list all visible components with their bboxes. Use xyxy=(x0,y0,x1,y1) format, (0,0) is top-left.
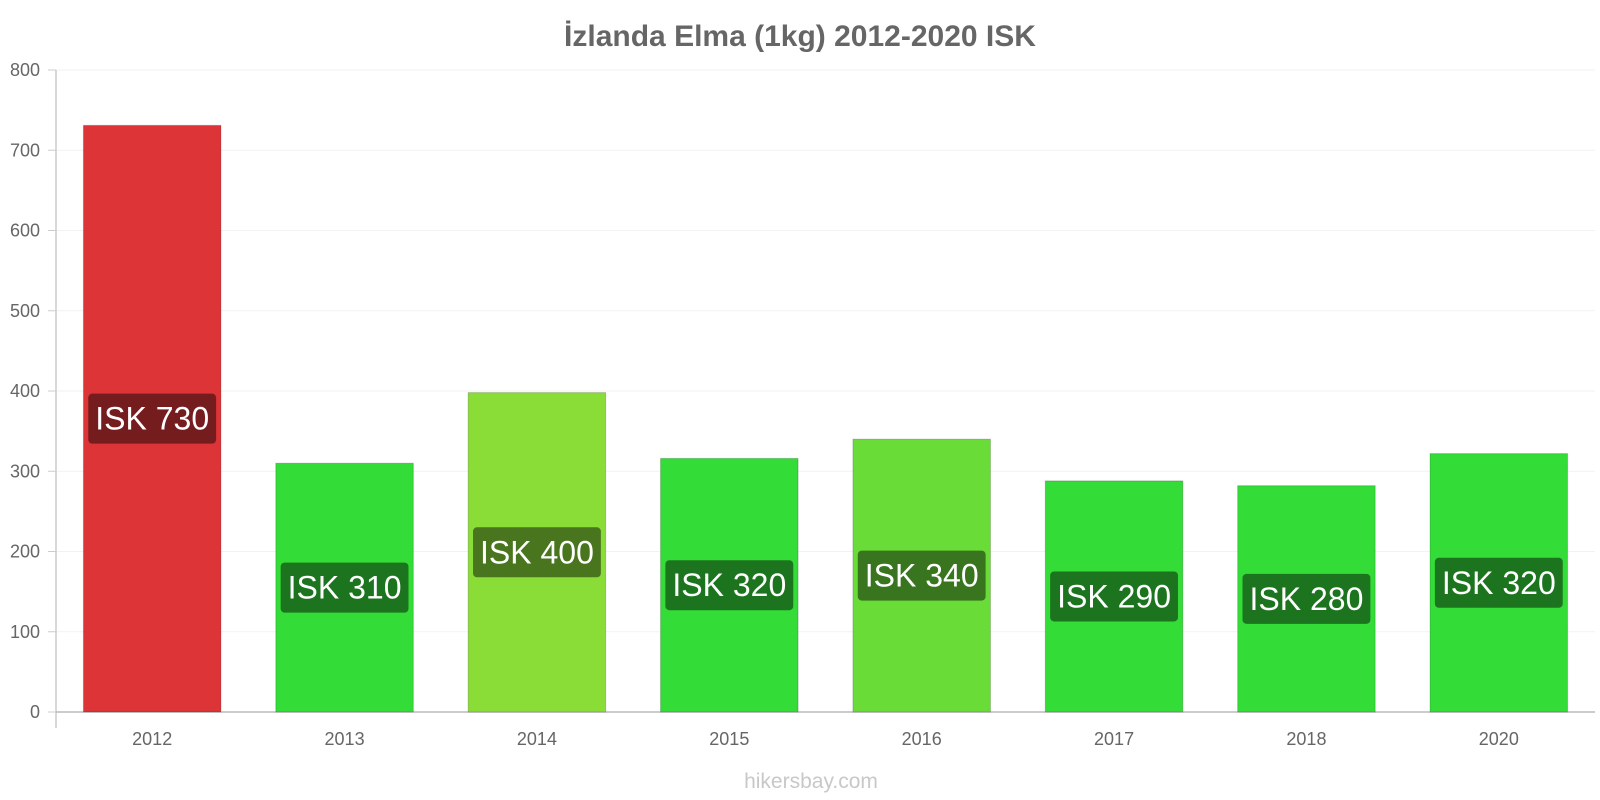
x-tick-label: 2014 xyxy=(517,729,557,749)
data-label-text: ISK 280 xyxy=(1250,581,1364,617)
data-label-background xyxy=(1242,573,1371,624)
x-tick-label: 2015 xyxy=(709,729,749,749)
data-label-text: ISK 730 xyxy=(95,401,209,437)
data-label-background xyxy=(1050,571,1178,622)
y-tick-label: 0 xyxy=(30,702,40,722)
y-tick-label: 300 xyxy=(10,461,40,481)
data-label: ISK 310 xyxy=(280,562,409,613)
y-tick-label: 100 xyxy=(10,622,40,642)
data-label: ISK 320 xyxy=(665,560,794,611)
y-tick-label: 200 xyxy=(10,542,40,562)
data-label-text: ISK 340 xyxy=(865,558,979,594)
x-tick-label: 2012 xyxy=(132,729,172,749)
data-label: ISK 730 xyxy=(88,393,217,444)
data-label: ISK 340 xyxy=(857,550,986,601)
data-labels: ISK 730 ISK 310 ISK 400 ISK 320 ISK 340 ISK 2… xyxy=(88,393,1563,624)
data-label-text: ISK 320 xyxy=(672,567,786,603)
data-label-background xyxy=(857,550,986,601)
chart-title: İzlanda Elma (1kg) 2012-2020 ISK xyxy=(564,20,1036,53)
data-label-background xyxy=(665,560,794,611)
y-tick-label: 700 xyxy=(10,140,40,160)
tick-labels: 0 100 200 300 400 500 600 700 800 2012 2013 2014 201… xyxy=(10,60,1519,749)
x-tick-label: 2018 xyxy=(1286,729,1326,749)
data-label-text: ISK 400 xyxy=(480,534,594,570)
data-label: ISK 400 xyxy=(473,527,601,578)
x-tick-label: 2020 xyxy=(1479,729,1519,749)
y-tick-label: 400 xyxy=(10,381,40,401)
y-tick-label: 800 xyxy=(10,60,40,80)
data-label-text: ISK 320 xyxy=(1442,565,1556,601)
y-tick-label: 500 xyxy=(10,301,40,321)
x-tick-label: 2013 xyxy=(325,729,365,749)
y-tick-label: 600 xyxy=(10,221,40,241)
data-label-text: ISK 290 xyxy=(1057,578,1171,614)
watermark: hikersbay.com xyxy=(744,770,878,793)
data-label-background xyxy=(473,527,601,578)
x-tick-label: 2016 xyxy=(902,729,942,749)
data-label: ISK 280 xyxy=(1242,573,1371,624)
data-label: ISK 320 xyxy=(1434,557,1563,608)
bars xyxy=(82,124,1569,713)
data-label-background xyxy=(280,562,409,613)
data-label: ISK 290 xyxy=(1050,571,1178,622)
data-label-text: ISK 310 xyxy=(288,570,402,606)
data-label-background xyxy=(1434,557,1563,608)
data-label-background xyxy=(88,393,217,444)
x-tick-label: 2017 xyxy=(1094,729,1134,749)
